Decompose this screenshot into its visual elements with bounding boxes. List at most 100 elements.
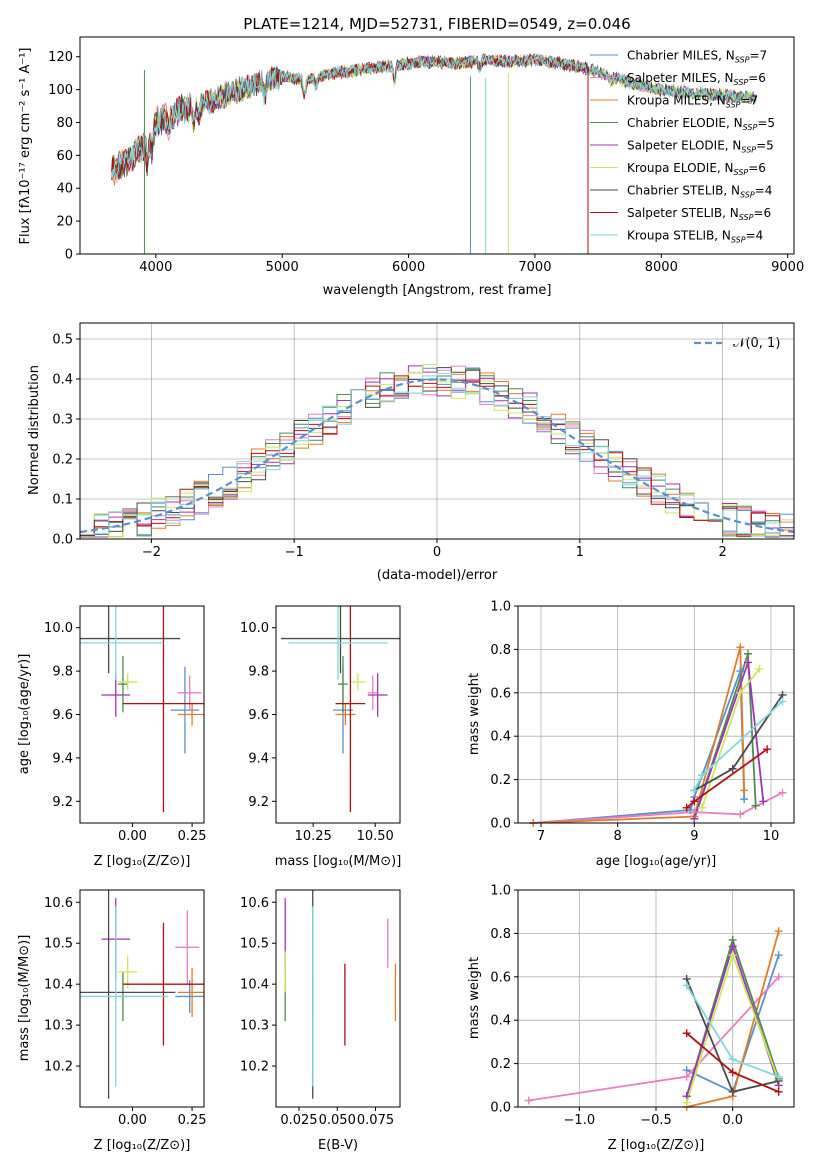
mass-weight-vs-age-ytick-label: 0.8 (490, 643, 511, 658)
legend-nssp-value: 6 (758, 71, 766, 85)
age-vs-mass-ytick-label: 9.4 (248, 751, 269, 766)
mass-weight-marker (728, 942, 737, 951)
spectrum-line-kroupa-stelib (111, 54, 757, 177)
legend-nssp-value: 4 (756, 229, 764, 243)
mw-age-xlabel: age [log₁₀(age/yr)] (596, 854, 717, 869)
mass-weight-vs-age-ytick-label: 0.4 (490, 730, 511, 745)
legend-nssp-equals: = (748, 71, 758, 85)
legend-entry: Salpeter STELIB, NSSP=6 (627, 206, 771, 222)
mass-weight-vs-z-xtick-label: −0.5 (640, 1113, 672, 1128)
spectrum-xlabel: wavelength [Angstrom, rest frame] (323, 283, 552, 298)
spectrum-ytick-label: 40 (56, 182, 73, 197)
legend-model-name: Salpeter MILES (627, 71, 717, 85)
mass-vs-z-ytick-label: 10.4 (44, 978, 73, 993)
legend-nssp-equals: = (756, 139, 766, 153)
spectrum-frame (79, 36, 795, 255)
mass-weight-marker (682, 1029, 691, 1038)
legend-entry: Kroupa STELIB, NSSP=4 (627, 229, 763, 245)
mass-vs-z-ytick-label: 10.2 (44, 1060, 73, 1075)
mass-weight-marker (690, 797, 699, 806)
mass-weight-marker (744, 649, 752, 658)
legend-nssp-subscript: SSP (726, 101, 741, 110)
legend-nssp-value: 5 (767, 116, 775, 130)
legend-nssp-equals: = (749, 49, 759, 63)
legend-model-name: Kroupa MILES (627, 94, 709, 108)
mass-weight-vs-age-ytick-label: 1.0 (490, 600, 511, 615)
legend-nssp-subscript: SSP (735, 56, 750, 65)
mass-weight-vs-age-frame (517, 605, 795, 824)
mass-weight-marker (778, 788, 787, 797)
mass-weight-marker (774, 951, 783, 960)
spectrum-ytick-label: 100 (48, 83, 73, 98)
mass-weight-marker (774, 972, 783, 981)
spectrum-xtick-label: 5000 (266, 260, 299, 275)
mass-weight-vs-z-ytick-label: 0.4 (490, 1014, 511, 1029)
age-vs-z-ytick-label: 9.8 (52, 665, 73, 680)
spectrum-ylabel: Flux [fλ10⁻¹⁷ erg cm⁻² s⁻¹ A⁻¹] (18, 48, 33, 245)
residual-histogram-salpeter-stelib (80, 375, 794, 537)
age-vs-mass-axes: 10.25 10.50 9.2 9.4 9.6 9.8 10.0 (240, 605, 401, 844)
mass-weight-vs-z-ytick-label: 0.2 (490, 1057, 511, 1072)
age-vs-mass-ytick-label: 9.8 (248, 665, 269, 680)
spectrum-xtick-label: 9000 (771, 260, 804, 275)
residuals-ytick-label: 0.0 (52, 533, 73, 548)
legend-nssp-prefix: , N (726, 116, 743, 130)
mass-vs-ebv-xtick-label: 0.025 (280, 1113, 317, 1128)
legend-nssp-prefix: , N (717, 161, 734, 175)
age-vs-z-xtick-label: 0.25 (178, 829, 207, 844)
legend-nssp-prefix: , N (723, 184, 740, 198)
mass-weight-line (533, 646, 746, 823)
legend-nssp-subscript: SSP (743, 123, 758, 132)
spectrum-xtick-label: 7000 (518, 260, 551, 275)
age-vs-z-ytick-label: 9.4 (52, 751, 73, 766)
mass-weight-vs-z-xtick-label: −1.0 (564, 1113, 596, 1128)
mass-weight-vs-age-axes: 7 8 9 10 0.0 0.2 0.4 0.6 0.8 1.0 (490, 600, 795, 844)
legend-nssp-subscript: SSP (731, 236, 746, 245)
mass-vs-ebv-plot (284, 890, 397, 1099)
legend-model-name: Chabrier ELODIE (627, 116, 726, 130)
mass-weight-marker (751, 801, 760, 810)
legend-model-name: Salpeter STELIB (627, 206, 722, 220)
mw-age-ylabel: mass weight (467, 673, 482, 755)
spectrum-line-salpeter-elodie (111, 53, 757, 181)
normal-curve (80, 378, 794, 534)
mass-weight-vs-z-ytick-label: 0.8 (490, 927, 511, 942)
legend-model-name: Kroupa STELIB (627, 229, 714, 243)
mass-vs-z-plot (80, 890, 204, 1099)
age-vs-z-xtick-label: 0.00 (118, 829, 147, 844)
legend-model-name: Salpeter ELODIE (627, 139, 725, 153)
mass-vs-ebv-ytick-label: 10.4 (240, 978, 269, 993)
residuals-legend-label: 𝒩(0, 1) (733, 336, 780, 351)
mass-weight-marker (759, 797, 768, 806)
age-vs-mass-frame (275, 605, 401, 824)
legend-entry: Salpeter ELODIE, NSSP=5 (627, 139, 774, 155)
legend-nssp-prefix: , N (714, 229, 731, 243)
mass-weight-vs-age-xtick-label: 7 (537, 829, 545, 844)
mass-weight-marker (740, 786, 749, 795)
mass-weight-vs-age-ytick-label: 0.6 (490, 686, 511, 701)
legend-nssp-prefix: , N (718, 49, 735, 63)
legend-entry: Salpeter MILES, NSSP=6 (627, 71, 766, 87)
mass-weight-vs-age-xtick-label: 9 (690, 829, 698, 844)
mw-z-ylabel: mass weight (467, 957, 482, 1039)
spectrum-xtick-label: 4000 (139, 260, 172, 275)
mass-weight-marker (728, 764, 737, 773)
mass-weight-marker (728, 951, 737, 960)
legend-model-name: Kroupa ELODIE (627, 161, 717, 175)
legend-nssp-equals: = (748, 161, 758, 175)
legend-nssp-equals: = (753, 206, 763, 220)
mass-vs-z-xtick-label: 0.25 (178, 1113, 207, 1128)
mass-z-ylabel: mass [log₁₀(M/M⊙)] (17, 935, 32, 1062)
age-z-xlabel: Z [log₁₀(Z/Z⊙)] (94, 854, 191, 869)
age-vs-mass-xtick-label: 10.25 (295, 829, 332, 844)
legend-entry: Kroupa ELODIE, NSSP=6 (627, 161, 766, 177)
mass-weight-vs-z-xtick-label: 0.0 (722, 1113, 743, 1128)
mass-vs-z-ytick-label: 10.6 (44, 896, 73, 911)
mass-vs-ebv-ytick-label: 10.5 (240, 937, 269, 952)
mass-weight-vs-age-ytick-label: 0.2 (490, 773, 511, 788)
mass-weight-marker (736, 643, 745, 652)
mass-weight-marker (728, 1068, 737, 1077)
mass-weight-marker (690, 786, 699, 795)
mw-z-xlabel: Z [log₁₀(Z/Z⊙)] (608, 1138, 705, 1153)
